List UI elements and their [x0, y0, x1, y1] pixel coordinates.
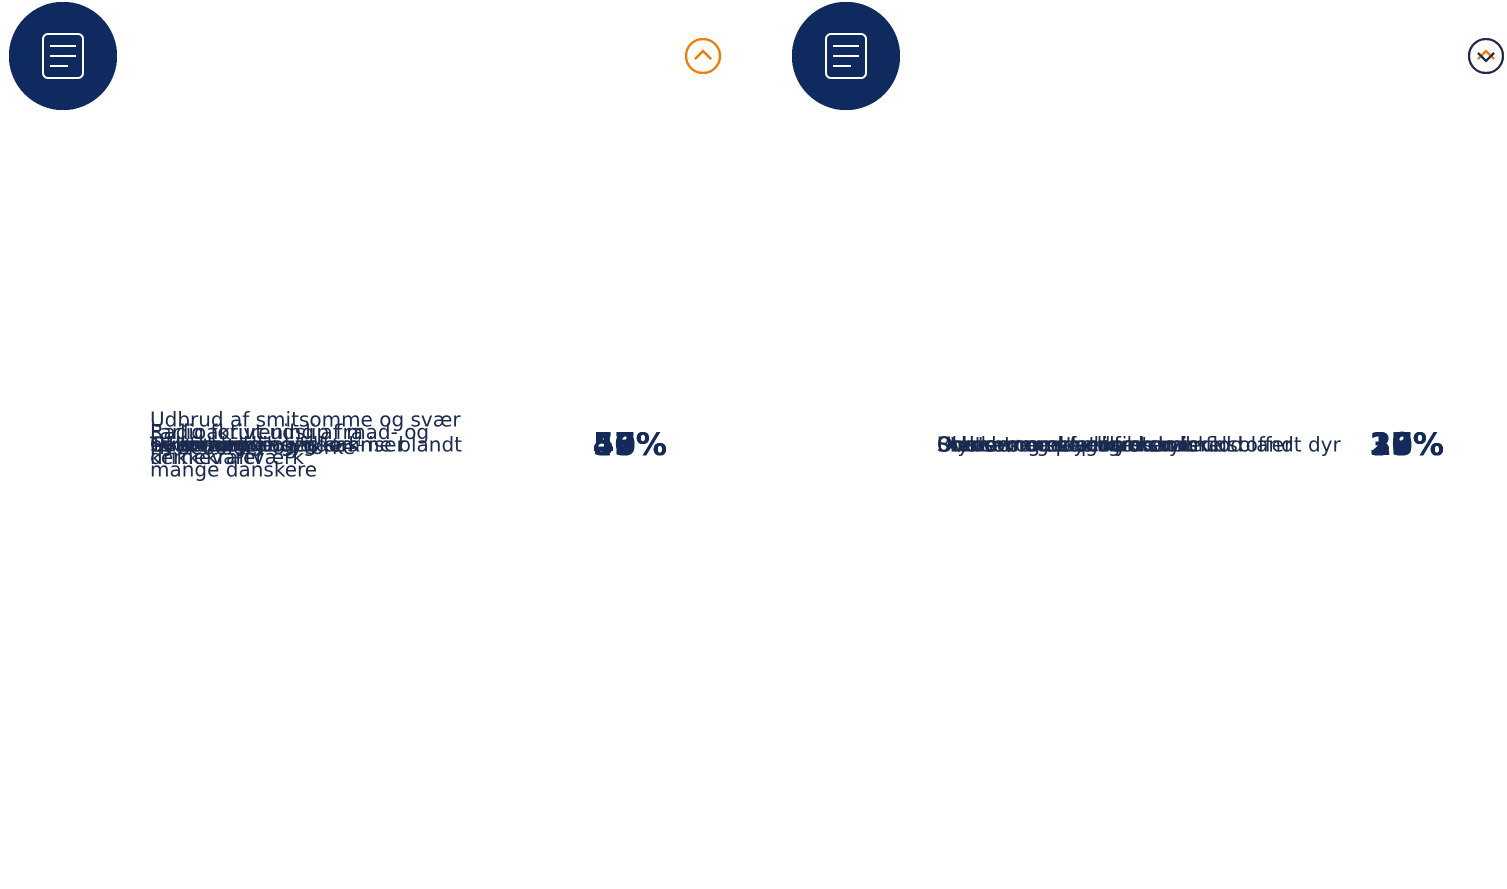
risk-value: 36% — [1369, 426, 1444, 463]
risk-label-text: Orkaner og stærke storme — [937, 432, 1202, 456]
risk-label-text: Terrorhandlinger — [150, 432, 315, 456]
risk-label: Oversvømmelser fra stormflod — [937, 432, 1347, 457]
risk-value: 37% — [1369, 426, 1444, 463]
risk-label: Smitsomme sygdoms-udbrud blandt dyr — [937, 432, 1347, 457]
risk-label: Orkaner og stærke storme — [937, 432, 1347, 457]
trend-chevron — [694, 49, 712, 60]
trend-circle — [685, 38, 721, 74]
risk-label-text: Radioaktivt udslip fra kernekraftværk — [150, 419, 363, 469]
risk-value: 46% — [592, 426, 667, 463]
footnote-mark: 1 — [355, 434, 363, 449]
risk-label: Ulykker med farlige kemiske stoffer — [937, 432, 1347, 457]
trend-chevron — [1477, 52, 1495, 63]
risk-label-text: Farlig forurening af mad- og drikkevarer — [150, 419, 430, 469]
risk-label-text: Større transportulykker — [937, 432, 1170, 456]
trend-up — [685, 38, 721, 74]
risk-label-text: Udbrud af smitsomme og svær helbredelige… — [150, 407, 463, 481]
trend-circle — [1468, 38, 1504, 74]
risk-label-text: Oversvømmelser fra stormflod — [937, 432, 1243, 456]
risk-value: 40% — [592, 426, 667, 463]
risk-label-text: Ulykker med farlige kemiske stoffer — [937, 432, 1293, 456]
risk-value: 28% — [1369, 426, 1444, 463]
risk-label-text: Smitsomme sygdoms-udbrud blandt dyr — [937, 432, 1341, 456]
risk-label: Brande og eksplosioner — [937, 432, 1347, 457]
risk-value: 39% — [1369, 426, 1444, 463]
risk-label: Olieforurening til søs — [150, 432, 495, 457]
risk-value: 57% — [592, 426, 667, 463]
icon-glyph — [42, 33, 84, 79]
risk-value: 33% — [1369, 426, 1444, 463]
risk-label: Farlig forurening af mad- og drikkevarer — [150, 420, 495, 470]
risk-label: Terrorhandlinger — [150, 432, 495, 457]
icon-glyph — [833, 45, 859, 67]
icon-glyph — [50, 45, 76, 67]
risk-label-text: Cyberangreb — [150, 432, 280, 456]
risk-label-text: Brande og eksplosioner — [937, 432, 1173, 456]
risk-label-text: Oversvømmelser fra skybrud — [937, 432, 1228, 456]
risk-value: 45% — [592, 426, 667, 463]
risk-label: Radioaktivt udslip fra kernekraftværk — [150, 420, 495, 470]
risk-label: Solstorme — [937, 432, 1347, 457]
risk-value: 40% — [592, 426, 667, 463]
risk-label: Oversvømmelser fra skybrud — [937, 432, 1347, 457]
icon-glyph — [825, 33, 867, 79]
risk-value: 17% — [1369, 426, 1444, 463]
risk-label: Hedebølger og tørke1 — [150, 430, 495, 460]
risk-label-text: Hedebølger og tørke — [150, 434, 356, 459]
risk-value: 56% — [592, 426, 667, 463]
risk-label: Udbrud af smitsomme og svær helbredelige… — [150, 407, 495, 482]
risk-label-text: Olieforurening til søs — [150, 432, 358, 456]
risk-icon — [792, 2, 900, 110]
risk-value: 53% — [592, 426, 667, 463]
risk-label: Cyberangreb — [150, 432, 495, 457]
risk-label-text: Sikkerhedspolitiske kriser — [150, 432, 405, 456]
risk-value: 57% — [592, 426, 667, 463]
risk-value: 30% — [1369, 426, 1444, 463]
risk-label-text: Solstorme — [937, 432, 1038, 456]
risk-label: Større transportulykker — [937, 432, 1347, 457]
trend-down — [1468, 38, 1504, 74]
risk-icon — [9, 2, 117, 110]
risk-label: Sikkerhedspolitiske kriser — [150, 432, 495, 457]
risk-value: 38% — [1369, 426, 1444, 463]
